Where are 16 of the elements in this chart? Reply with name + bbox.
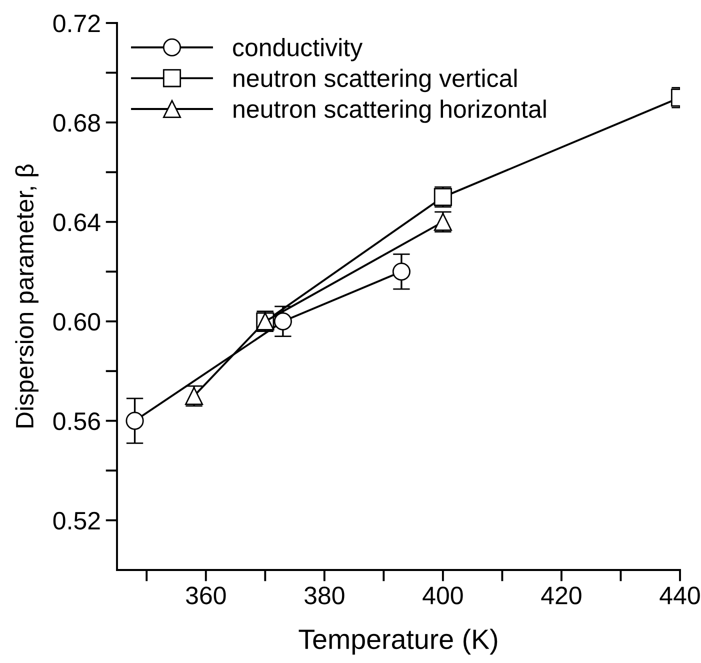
x-tick-label: 360 (186, 586, 226, 604)
y-tick-label: 0.52 (53, 512, 100, 530)
y-tick-label: 0.72 (53, 14, 100, 32)
legend-label: neutron scattering vertical (234, 68, 517, 92)
x-axis-title: Temperature (K) (298, 628, 498, 655)
legend-label: conductivity (233, 38, 363, 62)
y-axis-title: Dispersion parameter, β (15, 164, 38, 428)
legend-label: neutron scattering horizontal (234, 100, 546, 123)
x-tick-label: 440 (660, 586, 700, 604)
x-tick-label: 420 (541, 586, 582, 604)
y-tick-label: 0.56 (53, 412, 100, 430)
y-tick-label: 0.60 (53, 312, 100, 331)
y-tick-label: 0.68 (53, 114, 100, 132)
x-tick-label: 380 (304, 586, 344, 604)
x-tick-label: 400 (422, 586, 463, 604)
y-tick-label: 0.64 (53, 214, 100, 232)
